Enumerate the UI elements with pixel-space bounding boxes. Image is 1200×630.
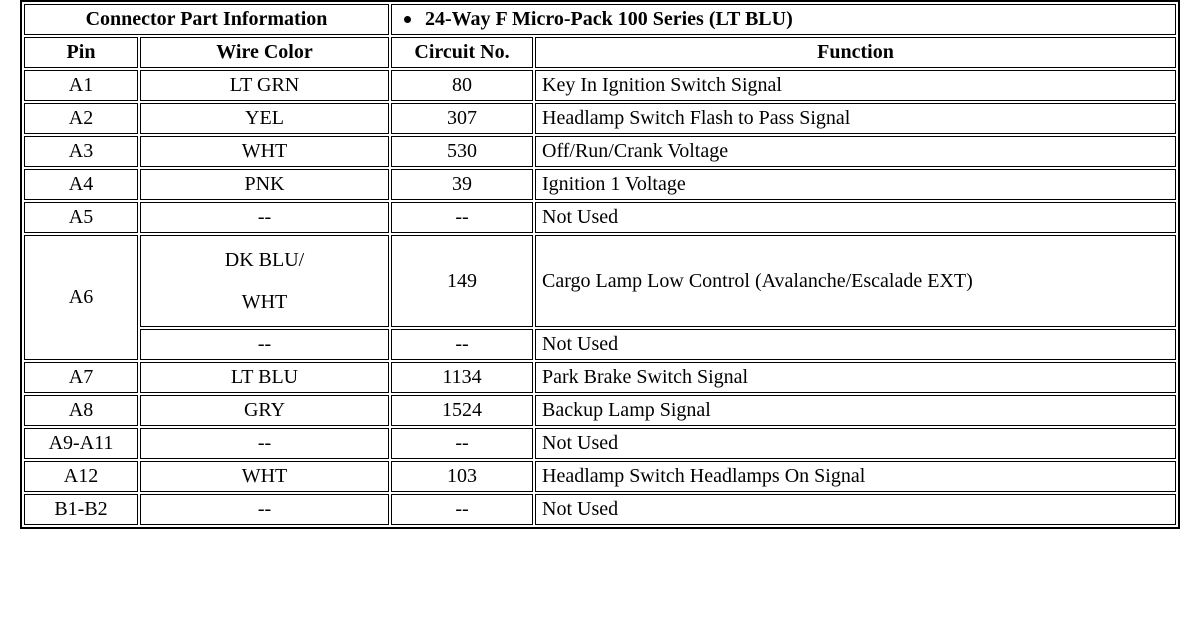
table-row: A1 LT GRN 80 Key In Ignition Switch Sign…	[24, 70, 1176, 101]
cell-circuit: 80	[391, 70, 533, 101]
cell-circuit: 530	[391, 136, 533, 167]
cell-wire: WHT	[140, 461, 389, 492]
column-header-row: Pin Wire Color Circuit No. Function	[24, 37, 1176, 68]
cell-circuit: --	[391, 494, 533, 525]
cell-pin: A2	[24, 103, 138, 134]
cell-function: Backup Lamp Signal	[535, 395, 1176, 426]
cell-circuit: 1134	[391, 362, 533, 393]
cell-circuit: 39	[391, 169, 533, 200]
cell-function: Headlamp Switch Flash to Pass Signal	[535, 103, 1176, 134]
cell-wire: YEL	[140, 103, 389, 134]
cell-wire: --	[140, 428, 389, 459]
table-row: A12 WHT 103 Headlamp Switch Headlamps On…	[24, 461, 1176, 492]
cell-function: Off/Run/Crank Voltage	[535, 136, 1176, 167]
cell-pin: A3	[24, 136, 138, 167]
table-row: A6 DK BLU/ WHT 149 Cargo Lamp Low Contro…	[24, 235, 1176, 327]
table-row: A4 PNK 39 Ignition 1 Voltage	[24, 169, 1176, 200]
col-header-circuit-no: Circuit No.	[391, 37, 533, 68]
table-row: A8 GRY 1524 Backup Lamp Signal	[24, 395, 1176, 426]
table-row: A7 LT BLU 1134 Park Brake Switch Signal	[24, 362, 1176, 393]
cell-function: Not Used	[535, 329, 1176, 360]
bullet-icon	[404, 16, 411, 23]
connector-pinout-table: Connector Part Information 24-Way F Micr…	[20, 0, 1180, 529]
cell-wire: WHT	[140, 136, 389, 167]
cell-pin: A6	[24, 235, 138, 360]
cell-function: Key In Ignition Switch Signal	[535, 70, 1176, 101]
cell-pin: A8	[24, 395, 138, 426]
cell-circuit: 307	[391, 103, 533, 134]
table-row: -- -- Not Used	[24, 329, 1176, 360]
table-row: B1-B2 -- -- Not Used	[24, 494, 1176, 525]
cell-circuit: 103	[391, 461, 533, 492]
cell-circuit: --	[391, 428, 533, 459]
cell-circuit: --	[391, 202, 533, 233]
cell-function: Not Used	[535, 428, 1176, 459]
cell-pin: B1-B2	[24, 494, 138, 525]
cell-function: Cargo Lamp Low Control (Avalanche/Escala…	[535, 235, 1176, 327]
cell-pin: A4	[24, 169, 138, 200]
cell-wire: --	[140, 202, 389, 233]
cell-pin: A7	[24, 362, 138, 393]
cell-circuit: 149	[391, 235, 533, 327]
cell-pin: A9-A11	[24, 428, 138, 459]
series-description: 24-Way F Micro-Pack 100 Series (LT BLU)	[425, 8, 793, 31]
cell-wire: LT BLU	[140, 362, 389, 393]
cell-pin: A1	[24, 70, 138, 101]
col-header-wire-color: Wire Color	[140, 37, 389, 68]
table-row: A3 WHT 530 Off/Run/Crank Voltage	[24, 136, 1176, 167]
col-header-function: Function	[535, 37, 1176, 68]
wire-line2: WHT	[147, 290, 382, 314]
header-row-top: Connector Part Information 24-Way F Micr…	[24, 4, 1176, 35]
cell-circuit: --	[391, 329, 533, 360]
table-row: A2 YEL 307 Headlamp Switch Flash to Pass…	[24, 103, 1176, 134]
cell-function: Headlamp Switch Headlamps On Signal	[535, 461, 1176, 492]
cell-function: Not Used	[535, 202, 1176, 233]
table-row: A9-A11 -- -- Not Used	[24, 428, 1176, 459]
connector-part-info-header: Connector Part Information	[24, 4, 389, 35]
series-header-cell: 24-Way F Micro-Pack 100 Series (LT BLU)	[391, 4, 1176, 35]
cell-function: Park Brake Switch Signal	[535, 362, 1176, 393]
cell-wire: GRY	[140, 395, 389, 426]
col-header-pin: Pin	[24, 37, 138, 68]
cell-wire: --	[140, 329, 389, 360]
cell-wire: PNK	[140, 169, 389, 200]
cell-circuit: 1524	[391, 395, 533, 426]
cell-wire: DK BLU/ WHT	[140, 235, 389, 327]
cell-pin: A12	[24, 461, 138, 492]
cell-pin: A5	[24, 202, 138, 233]
cell-function: Ignition 1 Voltage	[535, 169, 1176, 200]
cell-wire: --	[140, 494, 389, 525]
table-row: A5 -- -- Not Used	[24, 202, 1176, 233]
wire-line1: DK BLU/	[147, 248, 382, 272]
cell-wire: LT GRN	[140, 70, 389, 101]
cell-function: Not Used	[535, 494, 1176, 525]
